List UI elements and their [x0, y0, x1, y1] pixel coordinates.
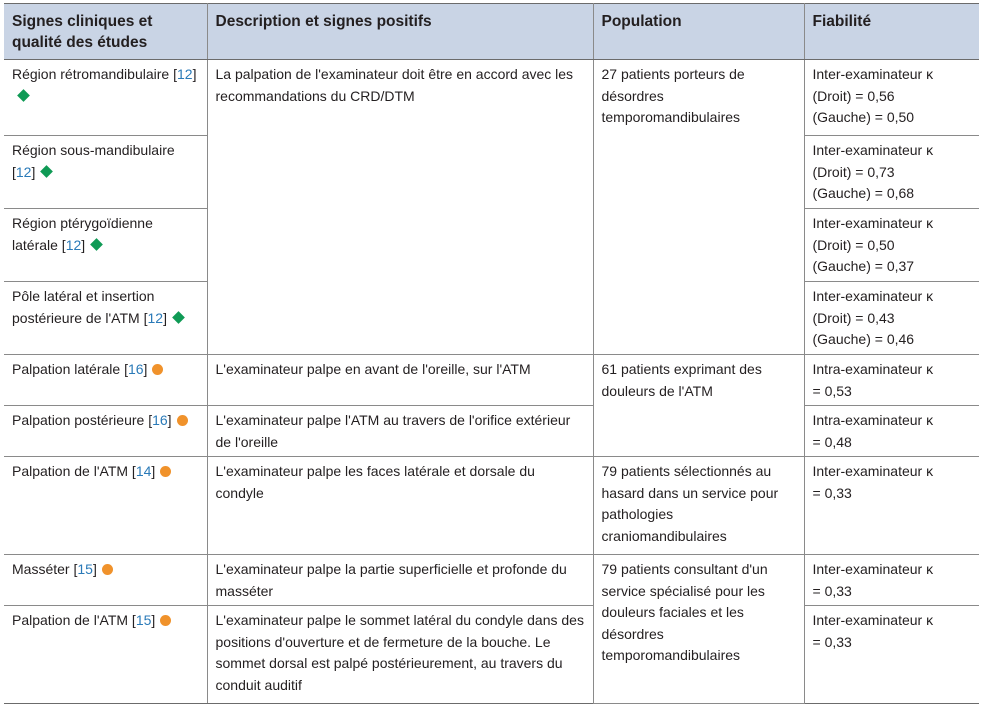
orange-dot-icon — [101, 563, 113, 575]
reference-link[interactable]: 15 — [135, 612, 152, 628]
reliability-cell: Intra-examinateur κ = 0,48 — [803, 405, 979, 457]
green-diamond-icon — [90, 237, 104, 251]
population-cell: 61 patients exprimant des douleurs de l'… — [592, 354, 805, 457]
table-row: Pôle latéral et insertion postérieure de… — [4, 281, 979, 355]
reference-link[interactable]: 16 — [127, 361, 144, 377]
reference-link[interactable]: 16 — [152, 412, 168, 428]
green-diamond-icon — [172, 310, 185, 324]
sign-label: Région ptérygoïdienne latérale — [12, 215, 153, 253]
sign-label: Palpation postérieure — [12, 412, 145, 428]
description-cell: L'examinateur palpe les faces latérale e… — [206, 456, 594, 555]
reliability-cell: Inter-examinateur κ (Droit) = 0,50 (Gauc… — [803, 208, 979, 282]
orange-dot-icon — [176, 414, 188, 426]
sign-label: Région rétromandibulaire — [12, 66, 170, 82]
orange-dot-icon — [160, 465, 172, 477]
reliability-cell: Intra-examinateur κ = 0,53 — [803, 354, 979, 406]
sign-cell: Palpation postérieure [16] — [4, 405, 208, 457]
table-row: Palpation de l'ATM [14] L'examinateur pa… — [4, 456, 979, 555]
table-row: Palpation latérale [16] L'examinateur pa… — [4, 354, 979, 457]
header-population: Population — [592, 3, 805, 60]
sign-cell: Palpation de l'ATM [14] — [4, 456, 208, 555]
reference-link[interactable]: 15 — [77, 561, 93, 577]
sign-label: Palpation de l'ATM — [12, 612, 129, 628]
table-row: Palpation postérieure [16] L'examinateur… — [4, 405, 979, 457]
population-cell: 79 patients consultant d'un service spéc… — [592, 554, 805, 704]
sign-label: Région sous-mandibulaire — [12, 142, 175, 158]
reliability-cell: Inter-examinateur κ = 0,33 — [803, 554, 979, 606]
population-cell: 79 patients sélectionnés au hasard dans … — [592, 456, 805, 555]
sign-label: Masséter — [12, 561, 70, 577]
sign-label: Palpation de l'ATM — [12, 463, 129, 479]
header-signs: Signes cliniques et qualité des études — [4, 3, 208, 60]
reliability-cell: Inter-examinateur κ (Droit) = 0,43 (Gauc… — [803, 281, 979, 355]
header-reliability: Fiabilité — [803, 3, 979, 60]
sign-label: Pôle latéral et insertion postérieure de… — [12, 288, 155, 326]
reliability-cell: Inter-examinateur κ = 0,33 — [803, 456, 979, 555]
table-row: Région rétromandibulaire [12] La palpati… — [4, 59, 979, 355]
header-description: Description et signes positifs — [206, 3, 594, 60]
green-diamond-icon — [17, 88, 30, 102]
sign-cell: Palpation de l'ATM [15] — [4, 605, 208, 704]
table-row: Masséter [15] L'examinateur palpe la par… — [4, 554, 979, 704]
description-cell: L'examinateur palpe l'ATM au travers de … — [206, 405, 594, 457]
population-cell: 27 patients porteurs de désordres tempor… — [592, 59, 805, 355]
table-container: Signes cliniques et qualité des études D… — [4, 3, 979, 704]
sign-cell: Région ptérygoïdienne latérale [12] — [4, 208, 208, 282]
reliability-cell: Inter-examinateur κ = 0,33 — [803, 605, 979, 704]
table-row: Palpation de l'ATM [15] L'examinateur pa… — [4, 605, 979, 704]
sign-cell: Palpation latérale [16] — [4, 354, 208, 406]
header-row: Signes cliniques et qualité des études D… — [4, 3, 979, 60]
sign-cell: Pôle latéral et insertion postérieure de… — [4, 281, 208, 355]
clinical-signs-table: Signes cliniques et qualité des études D… — [4, 3, 979, 704]
reference-link[interactable]: 12 — [176, 66, 193, 82]
reference-link[interactable]: 12 — [147, 309, 164, 326]
reference-link[interactable]: 12 — [15, 163, 32, 180]
description-cell: L'examinateur palpe le sommet latéral du… — [206, 605, 594, 704]
reliability-cell: Inter-examinateur κ (Droit) = 0,56 (Gauc… — [803, 59, 979, 136]
sign-cell: Région sous-mandibulaire [12] — [4, 135, 208, 209]
reliability-cell: Inter-examinateur κ (Droit) = 0,73 (Gauc… — [803, 135, 979, 209]
reference-link[interactable]: 12 — [65, 236, 82, 253]
sign-label: Palpation latérale — [12, 361, 121, 377]
description-cell: L'examinateur palpe la partie superficie… — [206, 554, 594, 606]
reference-link[interactable]: 14 — [135, 463, 152, 479]
table-row: Région ptérygoïdienne latérale [12] Inte… — [4, 208, 979, 282]
orange-dot-icon — [152, 363, 164, 375]
sign-cell: Masséter [15] — [4, 554, 208, 606]
green-diamond-icon — [40, 164, 54, 178]
orange-dot-icon — [160, 614, 172, 626]
description-cell: L'examinateur palpe en avant de l'oreill… — [206, 354, 594, 406]
sign-cell: Région rétromandibulaire [12] — [4, 59, 208, 136]
description-cell: La palpation de l'examinateur doit être … — [206, 59, 594, 355]
table-row: Région sous-mandibulaire [12] Inter-exam… — [4, 135, 979, 209]
